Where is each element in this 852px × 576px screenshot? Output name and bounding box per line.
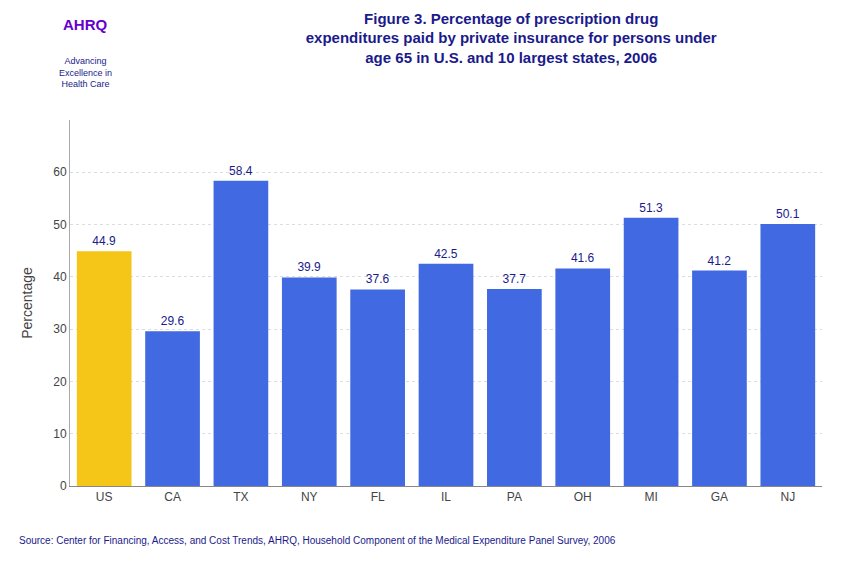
svg-text:OH: OH	[574, 490, 592, 504]
svg-text:51.3: 51.3	[639, 201, 663, 215]
svg-text:FL: FL	[371, 490, 385, 504]
svg-text:20: 20	[53, 375, 67, 389]
svg-text:50: 50	[53, 218, 67, 232]
svg-text:41.6: 41.6	[571, 251, 595, 265]
svg-text:29.6: 29.6	[161, 314, 185, 328]
svg-text:40: 40	[53, 270, 67, 284]
svg-text:US: US	[96, 490, 113, 504]
svg-text:AHRQ: AHRQ	[63, 16, 107, 33]
svg-text:39.9: 39.9	[297, 260, 321, 274]
svg-text:Source: Center for Financing,: Source: Center for Financing, Access, an…	[19, 535, 616, 546]
svg-text:10: 10	[53, 427, 67, 441]
svg-text:37.7: 37.7	[503, 272, 527, 286]
svg-text:0: 0	[60, 479, 67, 493]
svg-text:50.1: 50.1	[776, 207, 800, 221]
svg-text:IL: IL	[441, 490, 451, 504]
svg-text:PA: PA	[507, 490, 522, 504]
svg-text:NY: NY	[301, 490, 318, 504]
svg-text:MI: MI	[644, 490, 657, 504]
svg-text:44.9: 44.9	[92, 234, 116, 248]
svg-text:TX: TX	[233, 490, 248, 504]
svg-text:AdvancingExcellence inHealth C: AdvancingExcellence inHealth Care	[59, 56, 112, 89]
svg-text:58.4: 58.4	[229, 164, 253, 178]
svg-text:42.5: 42.5	[434, 247, 458, 261]
svg-text:Figure 3. Percentage of prescr: Figure 3. Percentage of prescription dru…	[306, 10, 717, 66]
svg-text:Percentage: Percentage	[19, 267, 35, 339]
svg-text:60: 60	[53, 165, 67, 179]
svg-text:30: 30	[53, 322, 67, 336]
svg-text:GA: GA	[711, 490, 728, 504]
svg-text:41.2: 41.2	[708, 254, 732, 268]
svg-text:37.6: 37.6	[366, 272, 390, 286]
svg-text:CA: CA	[164, 490, 181, 504]
svg-text:NJ: NJ	[780, 490, 795, 504]
